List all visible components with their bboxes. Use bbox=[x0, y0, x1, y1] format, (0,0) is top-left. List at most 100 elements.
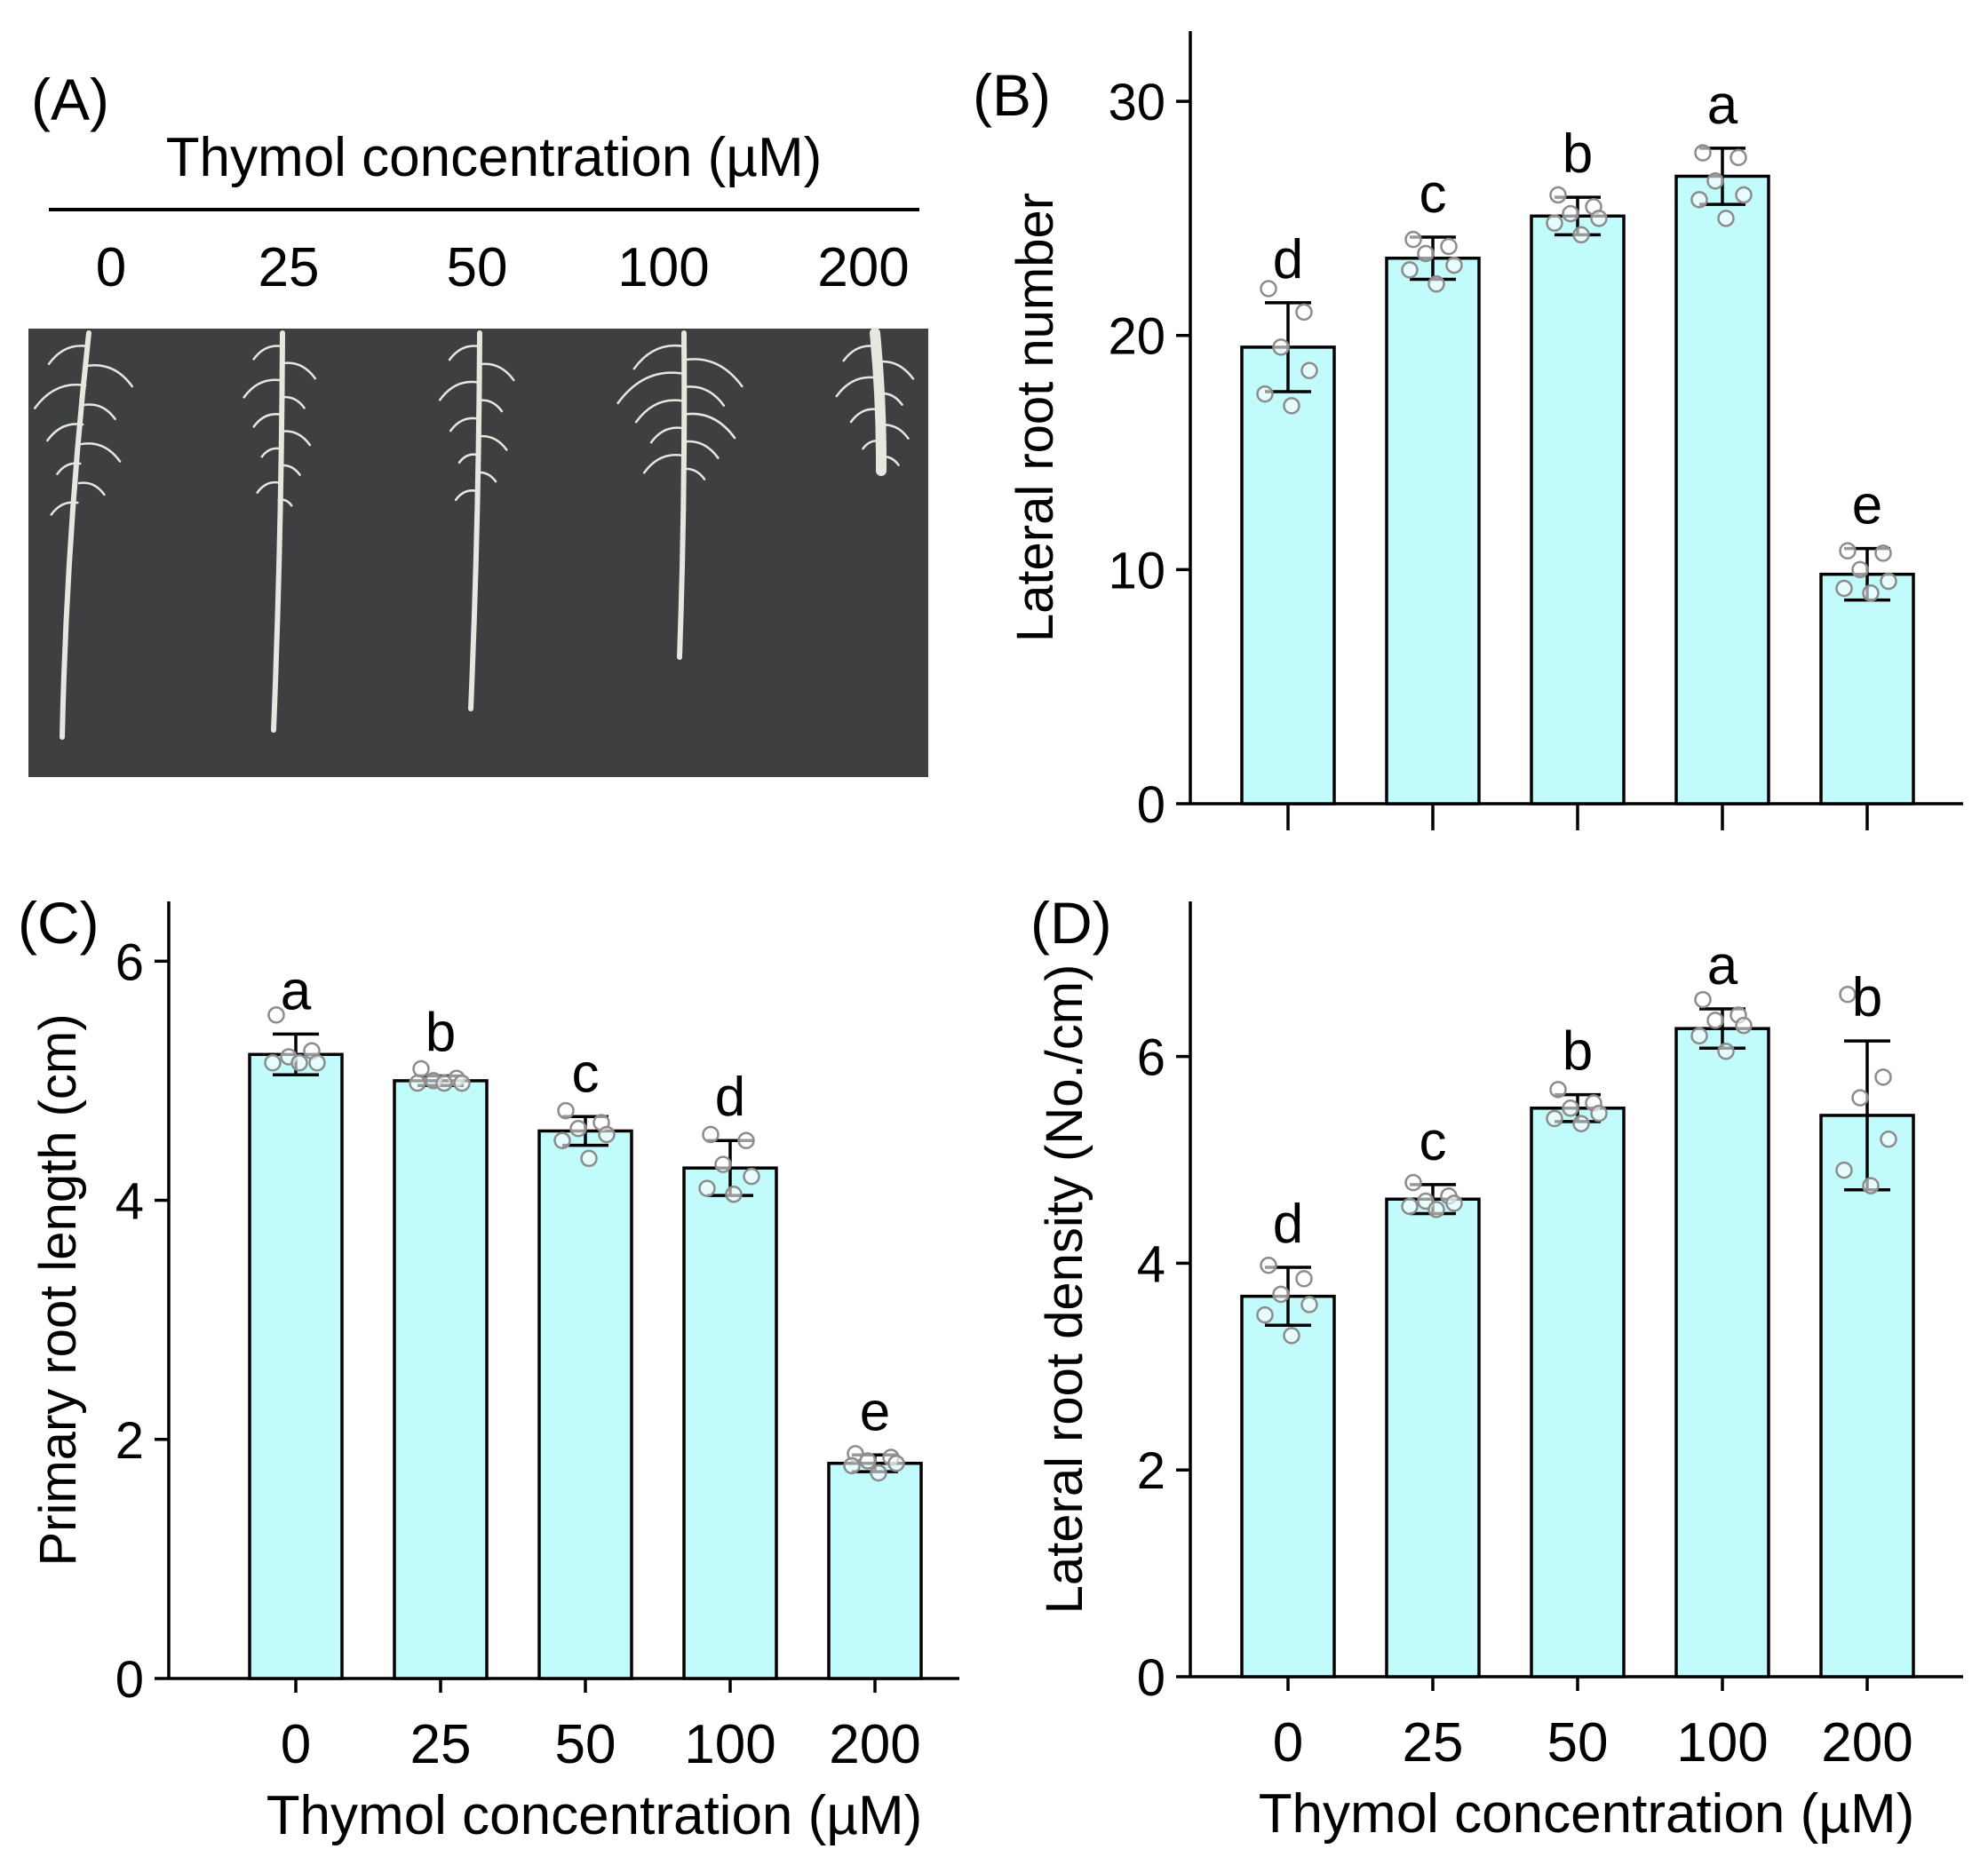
data-point-c-100-5 bbox=[725, 1186, 743, 1203]
y-tick-label-c-4: 4 bbox=[115, 1173, 144, 1231]
data-point-d-200-3 bbox=[1880, 1130, 1897, 1148]
x-tick-label-c-50: 50 bbox=[555, 1714, 616, 1775]
lateral-root-1-6 bbox=[260, 447, 282, 458]
significance-letter-b-100: a bbox=[1707, 75, 1738, 136]
data-point-c-100-0 bbox=[702, 1125, 720, 1144]
y-tick-label-c-0: 0 bbox=[115, 1651, 144, 1709]
significance-letter-d-100: a bbox=[1707, 935, 1738, 996]
lateral-root-3-2 bbox=[616, 371, 685, 405]
data-point-b-0-2 bbox=[1272, 338, 1290, 356]
data-point-c-50-4 bbox=[553, 1131, 571, 1149]
significance-letter-c-200: e bbox=[860, 1381, 890, 1442]
data-point-d-0-3 bbox=[1300, 1296, 1318, 1313]
data-point-b-25-5 bbox=[1427, 274, 1445, 293]
lateral-root-0-1 bbox=[85, 364, 134, 388]
lateral-root-1-1 bbox=[280, 361, 317, 380]
data-point-d-0-5 bbox=[1283, 1327, 1300, 1345]
panel-d-x-axis-title: Thymol concentration (µM) bbox=[1259, 1783, 1915, 1845]
significance-letter-c-0: a bbox=[281, 960, 312, 1021]
lateral-root-3-1 bbox=[682, 358, 744, 388]
data-point-b-25-3 bbox=[1445, 256, 1463, 274]
data-point-c-200-2 bbox=[859, 1452, 877, 1470]
bar-c-25 bbox=[393, 1079, 489, 1680]
panel-c-x-axis-title: Thymol concentration (µM) bbox=[266, 1785, 923, 1846]
data-point-b-200-4 bbox=[1835, 579, 1853, 598]
data-point-d-50-0 bbox=[1549, 1081, 1567, 1099]
lateral-root-1-5 bbox=[279, 430, 312, 447]
data-point-d-100-3 bbox=[1735, 1016, 1753, 1035]
panel-d-y-axis-title: Lateral root density (No./cm) bbox=[1036, 964, 1093, 1615]
lateral-root-2-1 bbox=[477, 362, 515, 382]
significance-letter-b-50: b bbox=[1563, 123, 1593, 185]
lateral-root-4-5 bbox=[878, 424, 910, 440]
x-tick-label-c-0: 0 bbox=[281, 1714, 311, 1775]
data-point-d-100-4 bbox=[1690, 1027, 1708, 1045]
lateral-root-1-8 bbox=[256, 480, 281, 494]
lateral-root-4-7 bbox=[879, 455, 900, 466]
y-tick-label-d-0: 0 bbox=[1137, 1649, 1165, 1707]
significance-letter-b-25: c bbox=[1419, 163, 1447, 225]
bar-b-25 bbox=[1385, 256, 1481, 806]
lateral-root-2-0 bbox=[448, 345, 481, 361]
significance-letter-d-200: b bbox=[1852, 967, 1882, 1028]
y-tick-label-d-2: 2 bbox=[1137, 1442, 1165, 1500]
lateral-root-4-4 bbox=[849, 408, 880, 424]
data-point-d-25-4 bbox=[1401, 1197, 1419, 1216]
lateral-root-3-9 bbox=[680, 467, 706, 480]
seedling-root-2 bbox=[438, 330, 515, 711]
data-point-b-25-2 bbox=[1417, 244, 1435, 263]
lateral-root-2-2 bbox=[438, 380, 480, 401]
lateral-root-0-4 bbox=[46, 423, 84, 442]
data-point-b-200-1 bbox=[1874, 544, 1892, 562]
lateral-root-2-8 bbox=[454, 489, 478, 502]
panel-d: (D) 0 2 4 6 Lateral root density (No./cm) 0 d 25… bbox=[1030, 890, 1963, 1845]
x-tick-label-d-100: 100 bbox=[1676, 1712, 1768, 1774]
lateral-root-4-2 bbox=[835, 376, 879, 398]
concentration-label-100: 100 bbox=[617, 237, 709, 298]
bar-c-50 bbox=[537, 1129, 633, 1680]
data-point-d-0-1 bbox=[1295, 1270, 1313, 1288]
x-tick-label-d-200: 200 bbox=[1821, 1712, 1912, 1774]
x-tick-label-d-0: 0 bbox=[1273, 1712, 1303, 1774]
data-point-d-25-0 bbox=[1404, 1173, 1422, 1192]
significance-letter-d-25: c bbox=[1419, 1111, 1447, 1172]
data-point-d-200-1 bbox=[1874, 1068, 1892, 1086]
bar-c-0 bbox=[248, 1052, 344, 1680]
bar-b-100 bbox=[1674, 174, 1770, 806]
primary-root-4 bbox=[870, 328, 887, 476]
x-tick-label-c-100: 100 bbox=[684, 1714, 775, 1775]
x-tick-label-c-25: 25 bbox=[410, 1714, 472, 1775]
lateral-root-1-9 bbox=[277, 498, 293, 507]
lateral-root-4-3 bbox=[876, 392, 903, 406]
concentration-label-200: 200 bbox=[817, 237, 909, 298]
lateral-root-0-8 bbox=[50, 501, 79, 516]
data-point-d-200-2 bbox=[1851, 1089, 1869, 1107]
data-point-d-50-2 bbox=[1562, 1099, 1579, 1117]
data-point-d-25-5 bbox=[1427, 1201, 1445, 1218]
panel-a: (A) Thymol concentration (µM) 0 25 50 100 20… bbox=[28, 67, 928, 777]
significance-letter-d-50: b bbox=[1563, 1021, 1593, 1083]
lateral-root-1-0 bbox=[252, 345, 283, 361]
lateral-root-1-3 bbox=[280, 395, 306, 409]
seedling-root-4 bbox=[835, 328, 915, 476]
data-point-b-25-0 bbox=[1404, 230, 1422, 249]
data-point-c-200-4 bbox=[843, 1456, 861, 1475]
lateral-root-3-3 bbox=[681, 385, 726, 407]
significance-letter-c-25: b bbox=[425, 1003, 456, 1064]
panel-a-header: Thymol concentration (µM) bbox=[166, 127, 823, 188]
lateral-root-0-0 bbox=[47, 345, 90, 366]
data-point-c-100-4 bbox=[698, 1179, 716, 1197]
panel-c: (C) 0 2 4 6 Primary root length (cm) 0 a 25 b 50 c 1… bbox=[18, 890, 959, 1846]
y-tick-label-b-10: 10 bbox=[1108, 542, 1165, 599]
data-point-b-200-3 bbox=[1880, 572, 1897, 591]
significance-letter-b-200: e bbox=[1852, 475, 1882, 536]
data-point-b-100-4 bbox=[1690, 191, 1708, 209]
panel-c-y-axis-title: Primary root length (cm) bbox=[29, 1013, 87, 1566]
data-point-c-100-2 bbox=[714, 1155, 732, 1173]
data-point-c-25-5 bbox=[435, 1074, 453, 1092]
significance-letter-b-0: d bbox=[1273, 229, 1303, 290]
lateral-root-3-8 bbox=[642, 454, 684, 474]
panel-c-label: (C) bbox=[18, 890, 99, 956]
root-photo bbox=[28, 328, 928, 777]
data-point-b-100-3 bbox=[1735, 186, 1753, 204]
